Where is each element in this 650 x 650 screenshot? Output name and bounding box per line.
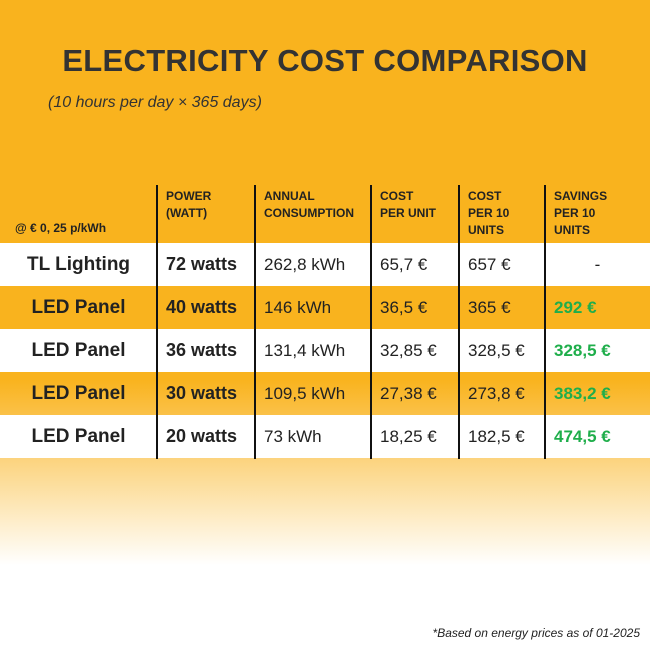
column-header: COST bbox=[380, 189, 414, 203]
table-cell: 20 watts bbox=[166, 426, 238, 446]
table-cell: 72 watts bbox=[166, 254, 238, 274]
savings-value: 328,5 € bbox=[554, 341, 611, 360]
table-cell: 273,8 € bbox=[468, 384, 525, 403]
table-cell: 365 € bbox=[468, 298, 511, 317]
rate-label: @ € 0, 25 p/kWh bbox=[15, 221, 107, 235]
table-cell: 182,5 € bbox=[468, 427, 525, 446]
column-header: (WATT) bbox=[166, 206, 208, 220]
column-header: COST bbox=[468, 189, 502, 203]
table-cell: 32,85 € bbox=[380, 341, 437, 360]
row-background bbox=[0, 415, 650, 458]
table-cell: 65,7 € bbox=[380, 255, 428, 274]
table-cell: 18,25 € bbox=[380, 427, 437, 446]
row-background bbox=[0, 243, 650, 286]
table-cell: 30 watts bbox=[166, 383, 238, 403]
column-divider bbox=[156, 185, 158, 459]
table-cell: 657 € bbox=[468, 255, 511, 274]
column-header: UNITS bbox=[554, 223, 590, 237]
column-divider bbox=[254, 185, 256, 459]
row-label: LED Panel bbox=[31, 297, 126, 318]
column-header: PER 10 bbox=[554, 206, 596, 220]
table-cell: 262,8 kWh bbox=[264, 255, 346, 274]
column-divider bbox=[544, 185, 546, 459]
subtitle: (10 hours per day × 365 days) bbox=[48, 94, 262, 111]
row-label: TL Lighting bbox=[26, 254, 131, 275]
table-cell: 73 kWh bbox=[264, 427, 322, 446]
column-divider bbox=[458, 185, 460, 459]
row-background bbox=[0, 329, 650, 372]
column-header: PER 10 bbox=[468, 206, 510, 220]
row-label: LED Panel bbox=[31, 426, 126, 447]
savings-value: 292 € bbox=[554, 298, 597, 317]
table-cell: 328,5 € bbox=[468, 341, 525, 360]
column-header: PER UNIT bbox=[380, 206, 437, 220]
table-cell: 109,5 kWh bbox=[264, 384, 346, 403]
table-cell: 131,4 kWh bbox=[264, 341, 346, 360]
column-header: CONSUMPTION bbox=[264, 206, 354, 220]
column-header: UNITS bbox=[468, 223, 504, 237]
row-label: LED Panel bbox=[31, 340, 126, 361]
title: ELECTRICITY COST COMPARISON bbox=[62, 43, 588, 78]
column-header: ANNUAL bbox=[264, 189, 315, 203]
table-cell: 40 watts bbox=[166, 297, 238, 317]
table-cell: 36,5 € bbox=[380, 298, 428, 317]
row-label: LED Panel bbox=[31, 383, 126, 404]
column-header: SAVINGS bbox=[554, 189, 608, 203]
table-cell: - bbox=[594, 255, 601, 274]
column-header: POWER bbox=[166, 189, 212, 203]
footnote: *Based on energy prices as of 01-2025 bbox=[432, 626, 640, 640]
savings-value: 383,2 € bbox=[554, 384, 611, 403]
table-cell: 146 kWh bbox=[264, 298, 332, 317]
column-divider bbox=[370, 185, 372, 459]
table-cell: 27,38 € bbox=[380, 384, 437, 403]
savings-value: 474,5 € bbox=[554, 427, 611, 446]
table-cell: 36 watts bbox=[166, 340, 238, 360]
